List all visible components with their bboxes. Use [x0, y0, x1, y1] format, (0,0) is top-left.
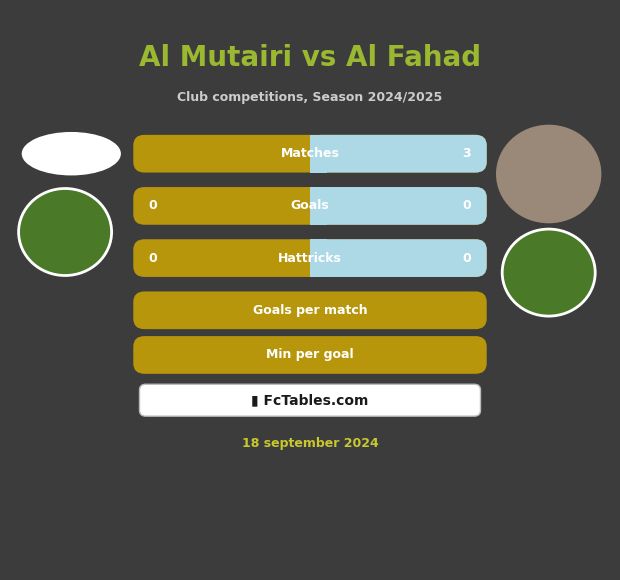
FancyBboxPatch shape	[310, 135, 487, 173]
Text: 0: 0	[463, 252, 471, 264]
Text: Goals: Goals	[291, 200, 329, 212]
Text: 3: 3	[463, 147, 471, 160]
Circle shape	[496, 125, 601, 223]
Text: Al Mutairi vs Al Fahad: Al Mutairi vs Al Fahad	[139, 44, 481, 72]
Text: Goals per match: Goals per match	[253, 304, 367, 317]
FancyBboxPatch shape	[133, 239, 487, 277]
Text: 0: 0	[463, 200, 471, 212]
Circle shape	[502, 229, 595, 316]
Text: ▮ FcTables.com: ▮ FcTables.com	[251, 393, 369, 407]
Text: 0: 0	[149, 252, 157, 264]
FancyBboxPatch shape	[140, 385, 480, 416]
FancyBboxPatch shape	[133, 291, 487, 329]
FancyBboxPatch shape	[133, 336, 487, 374]
Bar	[310, 239, 327, 277]
Text: Min per goal: Min per goal	[266, 349, 354, 361]
Bar	[310, 187, 327, 224]
FancyBboxPatch shape	[310, 187, 487, 224]
Text: Matches: Matches	[281, 147, 339, 160]
Circle shape	[19, 188, 112, 276]
FancyBboxPatch shape	[133, 187, 487, 224]
Text: Hattricks: Hattricks	[278, 252, 342, 264]
Text: 0: 0	[149, 200, 157, 212]
FancyBboxPatch shape	[133, 135, 487, 173]
Text: Club competitions, Season 2024/2025: Club competitions, Season 2024/2025	[177, 91, 443, 104]
FancyBboxPatch shape	[310, 239, 487, 277]
Text: 18 september 2024: 18 september 2024	[242, 437, 378, 450]
Bar	[310, 135, 327, 173]
Ellipse shape	[22, 132, 121, 175]
